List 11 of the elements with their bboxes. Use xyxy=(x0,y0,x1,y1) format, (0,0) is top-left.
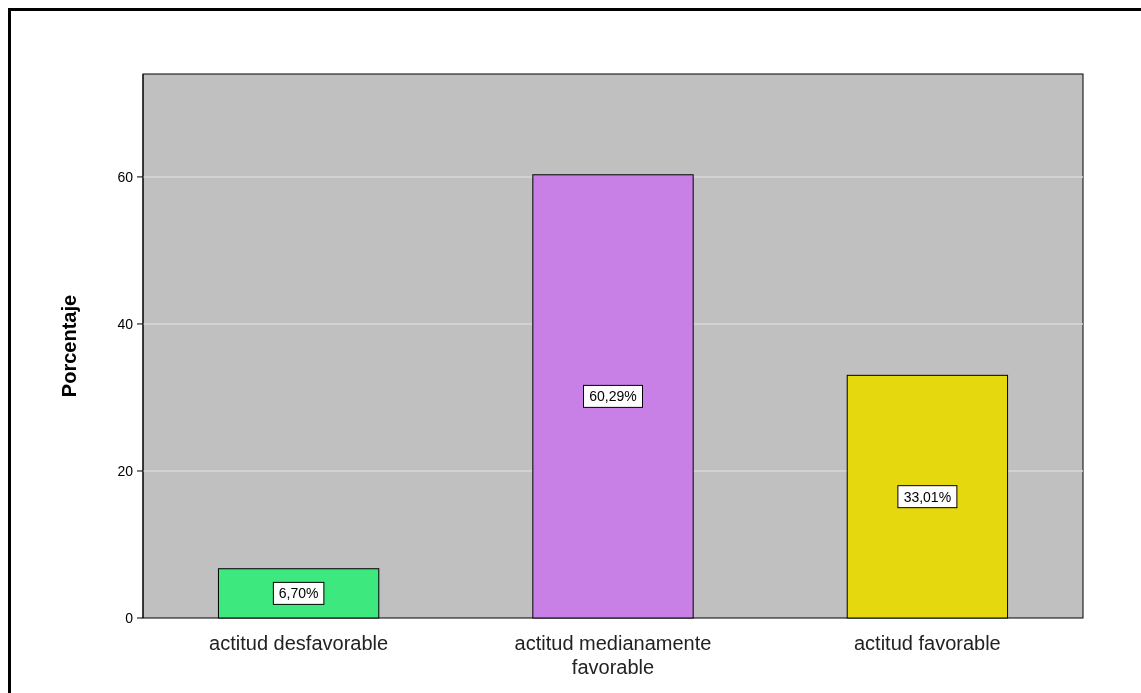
data-label: 6,70% xyxy=(278,585,319,602)
x-tick-label: actitud desfavorable xyxy=(209,632,389,654)
y-axis-title: Porcentaje xyxy=(58,294,80,398)
y-tick-label: 60 xyxy=(117,168,134,185)
y-tick-label: 20 xyxy=(117,462,134,479)
y-tick-label: 40 xyxy=(117,315,134,332)
x-tick-label: actitud medianamente favorable xyxy=(514,632,712,678)
data-label: 60,29% xyxy=(589,388,637,405)
y-tick-label: 0 xyxy=(125,609,134,626)
data-label: 33,01% xyxy=(903,488,952,505)
x-tick-label: actitud favorable xyxy=(854,632,1001,654)
